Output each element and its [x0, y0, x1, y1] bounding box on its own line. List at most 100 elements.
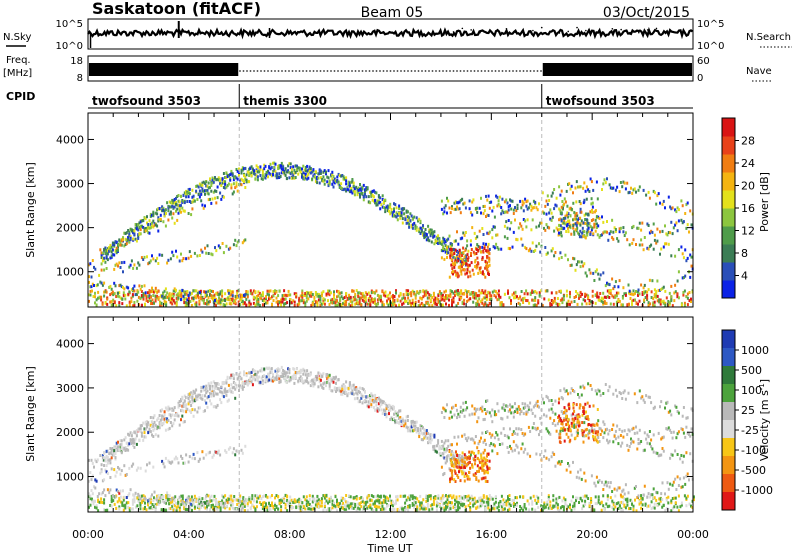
heat-cell — [244, 186, 247, 189]
heat-cell — [532, 303, 535, 307]
heat-cell — [113, 253, 116, 257]
heat-cell — [340, 496, 343, 500]
heat-cell — [159, 294, 162, 298]
heat-cell — [463, 233, 466, 237]
heat-cell — [354, 292, 357, 296]
heat-cell — [463, 255, 466, 259]
heat-cell — [656, 239, 659, 243]
heat-cell — [153, 505, 155, 508]
heat-cell — [514, 296, 517, 300]
heat-cell — [326, 175, 329, 179]
heat-cell — [481, 227, 484, 230]
heat-cell — [452, 300, 455, 304]
heat-cell — [565, 189, 568, 193]
heat-cell — [482, 296, 485, 300]
heat-cell — [655, 202, 658, 206]
heat-cell — [603, 301, 606, 305]
heat-cell — [373, 505, 376, 508]
heat-cell — [193, 494, 196, 498]
heat-cell — [596, 233, 599, 237]
heat-cell — [617, 501, 620, 505]
heat-cell — [562, 505, 565, 509]
heat-cell — [343, 303, 346, 307]
heat-cell — [632, 508, 635, 512]
heat-cell — [432, 231, 435, 235]
heat-cell — [330, 507, 332, 511]
heat-cell — [467, 496, 470, 500]
heat-cell — [260, 297, 263, 301]
heat-cell — [612, 287, 615, 291]
heat-cell — [667, 495, 670, 499]
heat-cell — [197, 296, 200, 300]
heat-cell — [171, 498, 174, 502]
heat-cell — [426, 502, 429, 506]
heat-cell — [370, 190, 373, 194]
heat-cell — [352, 289, 355, 293]
heat-cell — [408, 498, 411, 502]
heat-cell — [469, 239, 472, 243]
heat-cell — [555, 501, 558, 505]
heat-cell — [419, 296, 422, 300]
heat-cell — [204, 181, 206, 185]
heat-cell — [168, 294, 171, 298]
heat-cell — [671, 304, 674, 308]
heat-cell — [593, 279, 596, 282]
heat-cell — [343, 300, 346, 304]
heat-cell — [229, 246, 232, 250]
heat-cell — [543, 501, 546, 505]
heat-cell — [590, 499, 593, 503]
heat-cell — [379, 501, 382, 505]
heat-cell — [392, 303, 394, 306]
heat-cell — [118, 497, 121, 500]
heat-cell — [613, 226, 616, 230]
heat-cell — [525, 200, 528, 204]
heat-cell — [673, 299, 676, 303]
heat-cell — [270, 166, 273, 170]
heat-cell — [537, 505, 540, 509]
heat-cell — [587, 296, 590, 300]
heat-cell — [219, 290, 222, 294]
heat-cell — [601, 233, 603, 237]
heat-cell — [388, 205, 390, 209]
heat-cell — [180, 503, 183, 507]
heat-cell — [110, 245, 113, 249]
heat-cell — [493, 294, 496, 297]
heat-cell — [556, 503, 559, 507]
heat-cell — [422, 303, 425, 307]
heat-cell — [310, 505, 313, 508]
heat-cell — [115, 246, 118, 250]
heat-cell — [160, 304, 163, 308]
heat-cell — [673, 496, 676, 500]
heat-cell — [465, 262, 468, 266]
freq-label: Freq. — [6, 55, 31, 66]
heat-cell — [153, 420, 156, 424]
heat-cell — [667, 242, 670, 246]
heat-cell — [578, 235, 581, 239]
heat-cell — [307, 172, 310, 176]
heat-cell — [475, 500, 478, 504]
heat-cell — [596, 502, 599, 506]
heat-cell — [331, 506, 334, 510]
heat-cell — [569, 206, 572, 210]
heat-cell — [466, 292, 469, 296]
heat-cell — [142, 258, 145, 261]
heat-cell — [261, 303, 264, 307]
heat-cell — [428, 494, 431, 498]
heat-cell — [631, 226, 634, 230]
heat-cell — [513, 502, 515, 506]
heat-cell — [94, 499, 96, 503]
heat-cell — [242, 502, 245, 506]
heat-cell — [443, 206, 446, 210]
heat-cell — [280, 167, 283, 171]
heat-cell — [150, 501, 152, 505]
heat-cell — [172, 299, 175, 303]
heat-cell — [204, 387, 206, 391]
heat-cell — [495, 233, 498, 237]
heat-cell — [192, 399, 195, 403]
heat-cell — [175, 249, 177, 253]
heat-cell — [327, 292, 329, 296]
heat-cell — [252, 295, 255, 299]
heat-cell — [565, 221, 568, 225]
heat-cell — [148, 501, 151, 505]
heat-cell — [591, 504, 594, 508]
